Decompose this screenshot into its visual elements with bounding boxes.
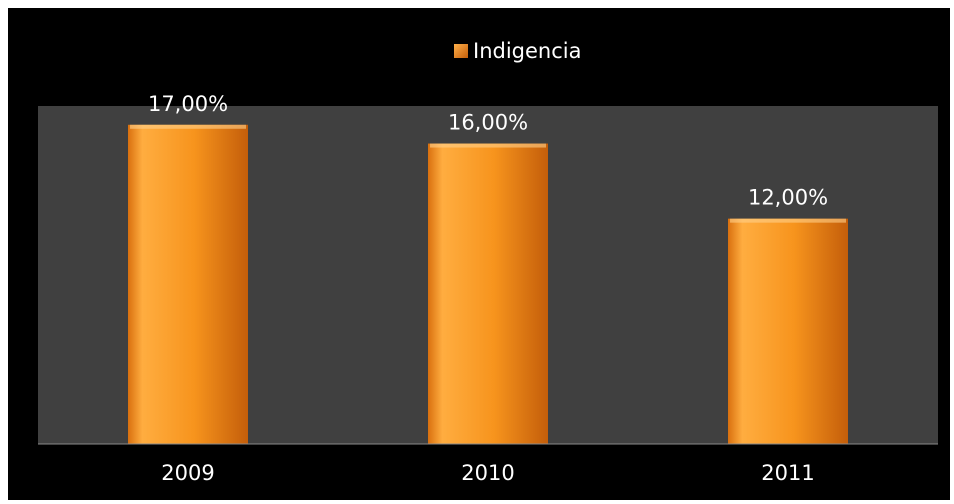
bars-layer [128, 124, 848, 445]
x-axis-tick-labels: 2009 2010 2011 [161, 461, 814, 485]
data-label-2009: 17,00% [148, 92, 228, 116]
data-label-2011: 12,00% [748, 186, 828, 210]
chart-frame: Indigencia 17,00% 16,00% 12,00% 2009 2010 20… [8, 8, 950, 500]
bar-highlight-2010 [430, 143, 546, 148]
legend-label-indigencia: Indigencia [473, 39, 581, 63]
legend-swatch [454, 44, 468, 58]
bar-highlight-2011 [730, 218, 846, 223]
x-tick-2009: 2009 [161, 461, 214, 485]
bar-2010 [428, 143, 548, 445]
legend: Indigencia [454, 39, 581, 63]
bar-chart: Indigencia 17,00%16,00%12,00% 2009 2010 20… [38, 39, 938, 485]
x-tick-2010: 2010 [461, 461, 514, 485]
data-label-2010: 16,00% [448, 111, 528, 135]
bar-2009 [128, 124, 248, 445]
bar-2011 [728, 218, 848, 444]
bar-highlight-2009 [130, 124, 246, 129]
x-tick-2011: 2011 [761, 461, 814, 485]
data-labels-layer: 17,00% 16,00% 12,00% [148, 92, 828, 210]
